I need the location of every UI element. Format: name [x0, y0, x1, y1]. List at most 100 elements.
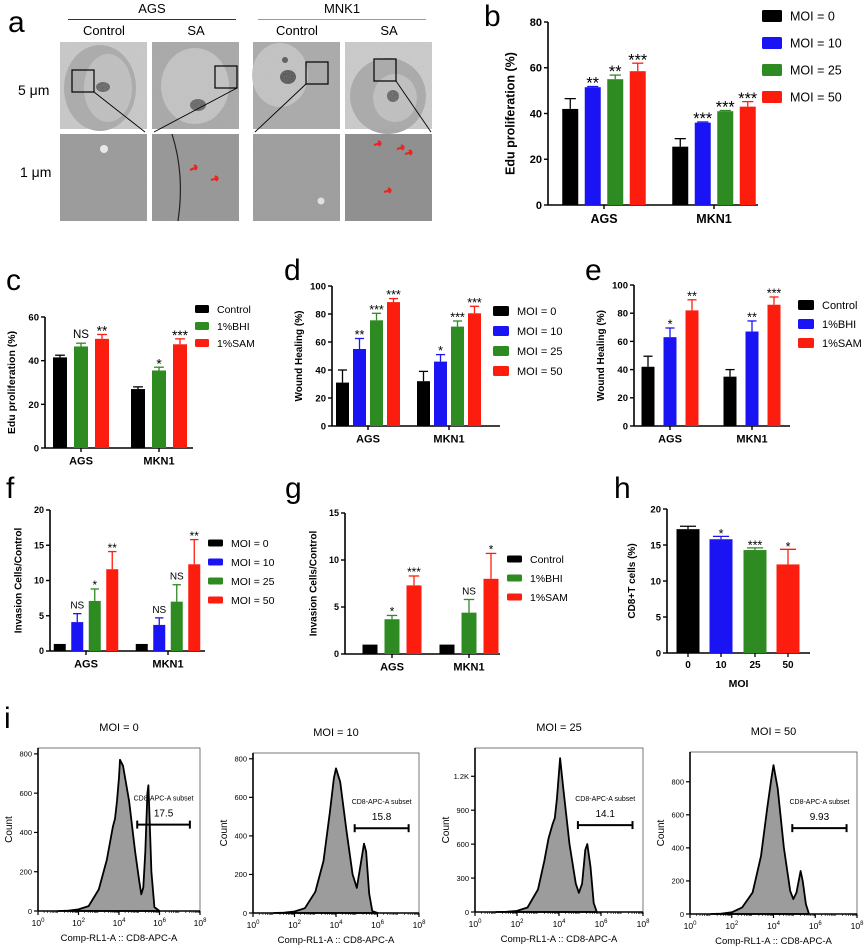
row-label-5um: 5 μm [18, 82, 50, 98]
bar-ags-moi-50 [629, 71, 646, 206]
legend-swatch [195, 322, 209, 330]
y-tick-label: 20 [650, 505, 661, 516]
legend-swatch [798, 319, 814, 329]
y-tick-label: 0 [623, 421, 628, 432]
x-tick-label: MKN1 [736, 434, 767, 446]
x-tick-label: 104 [553, 919, 566, 929]
histogram-title: MOI = 50 [751, 726, 797, 738]
x-axis-label: Comp-RL1-A :: CD8-APC-A [715, 936, 832, 947]
panel-letter-h: h [614, 472, 631, 505]
bar-mkn1-1-bhi [152, 370, 166, 448]
bar-mkn1-control [131, 389, 145, 448]
bar-ags-moi-0 [336, 382, 349, 426]
y-axis-label: CD8+T cells (%) [627, 543, 638, 618]
panel-letter-f: f [6, 472, 15, 505]
chart-c-edu-proliferation-sam: 0 20 40 60 Edu proliferation (%) AGS NS ** MKN1 *… [6, 304, 255, 468]
bar-ags-control [641, 366, 655, 426]
em-image-mnk1-sa-1um [345, 134, 432, 221]
y-tick-label: 900 [456, 806, 469, 815]
y-tick-label: 0 [34, 443, 39, 454]
legend-swatch [507, 593, 522, 601]
y-tick-label: 15 [34, 540, 44, 550]
legend-label: MOI = 0 [790, 10, 835, 24]
y-tick-label: 200 [671, 877, 684, 886]
zoom-lines [93, 80, 432, 133]
legend-label: MOI = 10 [790, 37, 842, 51]
y-tick-label: 600 [19, 789, 32, 798]
y-tick-label: 800 [234, 755, 247, 764]
x-tick-label: MKN1 [152, 659, 183, 671]
bar-mkn1-moi-0 [672, 146, 689, 205]
significance-label: ** [190, 529, 200, 543]
legend-swatch [762, 64, 782, 76]
y-tick-label: 20 [315, 393, 326, 404]
y-tick-label: 0 [680, 910, 684, 919]
y-tick-label: 5 [656, 613, 662, 624]
y-tick-label: 60 [617, 337, 628, 348]
significance-label: *** [450, 311, 465, 325]
bar-ags-moi-0 [53, 643, 66, 651]
x-tick-label: AGS [590, 212, 617, 226]
significance-label: NS [462, 586, 476, 597]
x-tick-label: MKN1 [696, 212, 731, 226]
y-axis-label: Wound Healing (%) [596, 310, 607, 401]
legend-label: 1%BHI [530, 573, 563, 585]
legend-swatch [493, 346, 509, 356]
y-tick-label: 0 [28, 907, 32, 916]
significance-label: * [668, 318, 673, 332]
y-tick-label: 80 [315, 309, 326, 320]
x-tick-label: AGS [658, 434, 682, 446]
histogram-title: MOI = 0 [99, 722, 138, 734]
x-tick-label: AGS [74, 659, 98, 671]
bar-mkn1-moi-50 [188, 564, 201, 651]
chart-i-histogram-moi-10: MOI = 10 0 200 400 600 800 100 102 104 106 108 Comp… [219, 727, 426, 946]
bar-mkn1-1-sam [173, 344, 187, 448]
y-tick-label: 5 [39, 611, 44, 621]
chart-i-histogram-moi-25: MOI = 25 0 300 600 900 1.2K 100 102 104 106 108 Com… [441, 722, 650, 945]
y-tick-label: 0 [39, 646, 44, 656]
gate-value: 17.5 [154, 809, 174, 820]
histogram-curve [495, 757, 598, 913]
y-tick-label: 40 [530, 108, 542, 120]
x-tick-label: 106 [371, 920, 384, 930]
x-tick-label: 106 [595, 919, 608, 929]
em-image-mnk1-sa-5um [345, 42, 432, 134]
y-tick-label: 1.2K [454, 772, 469, 781]
y-tick-label: 0 [465, 908, 469, 917]
bar-ags-control [53, 357, 67, 448]
bar-mkn1-moi-25 [451, 326, 464, 426]
y-tick-label: 20 [530, 154, 542, 166]
y-tick-label: 10 [329, 555, 339, 565]
x-tick-label: 102 [288, 920, 301, 930]
significance-label: * [719, 527, 724, 541]
y-axis-label: Edu proliferation (%) [6, 331, 18, 434]
y-tick-label: 0 [656, 649, 661, 660]
chart-h-cd8-t-cells: 0 5 10 15 20 CD8+T cells (%) 0 10 * 25 *** 50 * MOI [627, 505, 810, 690]
panel-letter-g: g [285, 472, 302, 505]
bar-ags-1-sam [685, 310, 699, 426]
legend-label: 1%BHI [217, 321, 250, 333]
gate-label: CD8-APC-A subset [134, 796, 194, 803]
bar-ags-moi-50 [387, 302, 400, 426]
bar-ags-1-sam [406, 585, 422, 654]
row-label-1um: 1 μm [20, 164, 52, 180]
y-tick-label: 0 [334, 649, 339, 659]
significance-label: * [786, 540, 791, 554]
legend-swatch [493, 366, 509, 376]
legend-swatch [762, 37, 782, 49]
legend-label: MOI = 10 [231, 557, 275, 569]
legend-label: MOI = 25 [517, 346, 563, 358]
y-axis-label: Edu proliferation (%) [504, 52, 518, 175]
legend-label: MOI = 10 [517, 326, 563, 338]
x-tick-label: 10 [715, 660, 727, 671]
bar-mkn1-moi-50 [739, 106, 756, 205]
x-tick-label: 102 [725, 921, 738, 931]
y-tick-label: 20 [34, 505, 44, 515]
legend-swatch [507, 574, 522, 582]
y-tick-label: 40 [617, 365, 628, 376]
group-underline-ags [68, 19, 236, 20]
legend-label: Control [530, 554, 564, 566]
bar-ags-moi-50 [106, 569, 119, 651]
